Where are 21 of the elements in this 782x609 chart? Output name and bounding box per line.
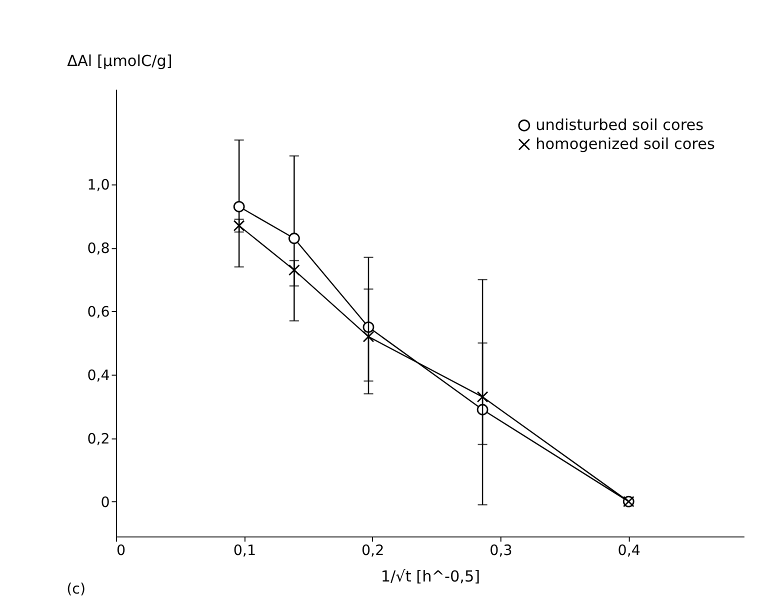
x-tick-label: 0 <box>116 542 126 559</box>
y-tick-label: 0 <box>100 494 110 511</box>
x-tick-label: 0,1 <box>233 542 256 559</box>
y-tick-label: 0,6 <box>87 304 110 321</box>
point <box>476 391 488 403</box>
y-tick-label: 0,2 <box>87 431 110 448</box>
point <box>233 200 245 212</box>
y-tick-label: 0,4 <box>87 368 110 384</box>
y-tick-label: 0,8 <box>87 241 110 258</box>
text: (c) <box>66 582 86 598</box>
x-axis-title: 1/√t [h^-0,5] <box>380 568 480 586</box>
point <box>288 264 300 276</box>
point <box>288 232 300 244</box>
y-axis-title: ΔAl [µmolC/g] <box>67 52 172 70</box>
x-tick-label: 0,2 <box>361 542 384 559</box>
legend-label: homogenized soil cores <box>536 135 715 154</box>
point <box>362 330 374 342</box>
y-tick-label: 1,0 <box>87 178 110 194</box>
legend-label: undisturbed soil cores <box>536 116 704 134</box>
x-tick-label: 0,4 <box>618 542 640 559</box>
x-tick-label: 0,3 <box>490 542 512 559</box>
